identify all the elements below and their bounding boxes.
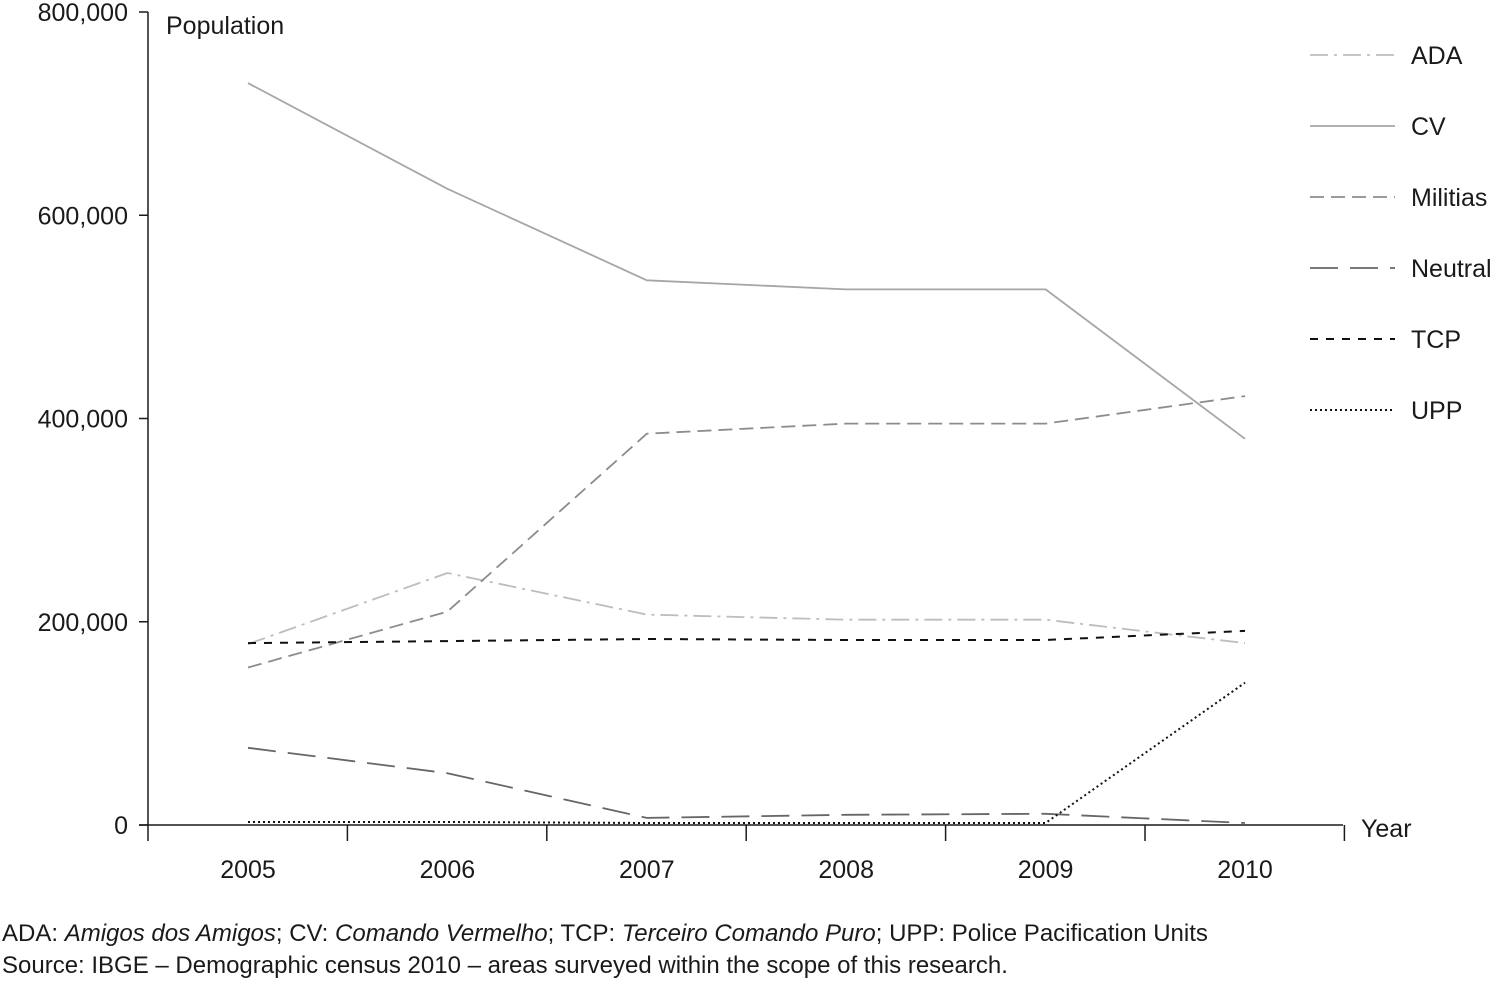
series-line-upp [248, 681, 1246, 824]
x-tick-label: 2008 [818, 856, 874, 884]
legend-label-tcp: TCP [1411, 326, 1461, 354]
series-lines [247, 82, 1246, 824]
x-tick-label: 2005 [220, 856, 276, 884]
legend-label-neutral: Neutral [1411, 255, 1492, 283]
y-tick-label: 600,000 [38, 202, 128, 230]
tcp-full-name: Terceiro Comando Puro [621, 920, 876, 947]
source-note: Source: IBGE – Demographic census 2010 –… [2, 952, 1008, 979]
y-tick-label: 400,000 [38, 406, 128, 434]
x-tick-label: 2007 [619, 856, 675, 884]
x-tick-label: 2006 [420, 856, 476, 884]
cv-full-name: Comando Vermelho [335, 920, 548, 947]
series-line-neutral [247, 746, 1246, 824]
upp-note: ; UPP: Police Pacification Units [875, 920, 1208, 947]
abbreviations-note: ADA: Amigos dos Amigos; CV: Comando Verm… [2, 918, 1492, 950]
series-line-cv [247, 82, 1246, 440]
x-axis-title: Year [1361, 815, 1412, 843]
ada-full-name: Amigos dos Amigos [64, 920, 276, 947]
legend-label-ada: ADA [1411, 42, 1463, 70]
legend-label-militias: Militias [1411, 184, 1487, 212]
series-line-militias [247, 395, 1246, 669]
y-tick-label: 800,000 [38, 0, 128, 27]
legend-label-cv: CV [1411, 113, 1446, 141]
y-axis-title: Population [166, 12, 284, 40]
tcp-abbr: ; TCP: [547, 920, 622, 947]
chart-notes: ADA: Amigos dos Amigos; CV: Comando Verm… [2, 918, 1492, 982]
y-tick-label: 0 [114, 812, 128, 840]
y-tick-label: 200,000 [38, 609, 128, 637]
y-ticks: 0 200,000 400,000 600,000 800,000 [38, 0, 148, 840]
legend: ADA CV Militias Neutral TCP UPP [1310, 42, 1492, 425]
x-tick-label: 2010 [1217, 856, 1273, 884]
series-line-ada [247, 572, 1246, 645]
x-ticks: 2005 2006 2007 2008 2009 2010 [147, 825, 1346, 884]
series-line-tcp [247, 629, 1246, 645]
cv-abbr: ; CV: [275, 920, 336, 947]
x-tick-label: 2009 [1018, 856, 1074, 884]
legend-label-upp: UPP [1411, 397, 1462, 425]
ada-abbr: ADA: [2, 920, 65, 947]
